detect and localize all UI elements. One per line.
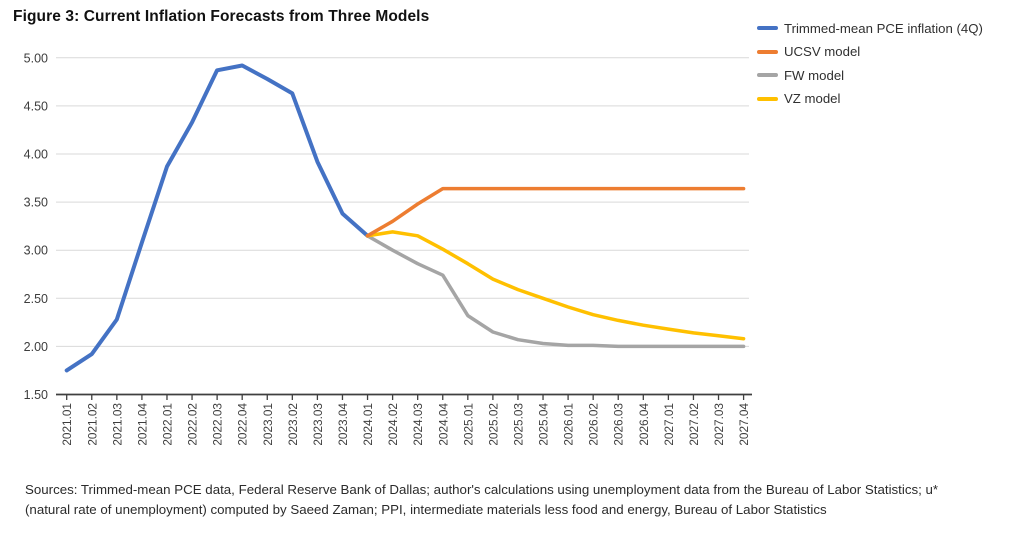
svg-text:2023.02: 2023.02 [286, 403, 300, 446]
svg-text:2025.04: 2025.04 [537, 403, 551, 446]
series-line-vz-model [365, 230, 746, 341]
legend-item-ucsv-model: UCSV model [757, 44, 983, 60]
svg-text:1.50: 1.50 [24, 388, 48, 402]
figure-title: Figure 3: Current Inflation Forecasts fr… [13, 8, 430, 25]
svg-text:2021.02: 2021.02 [85, 403, 99, 446]
svg-text:2021.03: 2021.03 [110, 403, 124, 446]
legend-label: Trimmed-mean PCE inflation (4Q) [784, 20, 983, 36]
svg-text:2022.03: 2022.03 [211, 403, 225, 446]
svg-text:2024.02: 2024.02 [386, 403, 400, 446]
svg-text:2027.01: 2027.01 [662, 403, 676, 446]
legend-item-trimmed-mean-pce-inflation-4q: Trimmed-mean PCE inflation (4Q) [757, 21, 983, 36]
svg-text:2026.04: 2026.04 [637, 403, 651, 446]
svg-text:2026.02: 2026.02 [587, 403, 601, 446]
svg-text:2022.04: 2022.04 [236, 403, 250, 446]
svg-text:4.00: 4.00 [24, 148, 48, 162]
series-line-fw-model [365, 234, 746, 349]
svg-text:2023.01: 2023.01 [261, 403, 275, 446]
svg-text:2024.03: 2024.03 [411, 403, 425, 446]
series-line-trimmed-mean-pce-inflation-4q [64, 63, 370, 373]
gridlines [56, 57, 749, 347]
x-axis-labels: 2021.01 2021.02 2021.03 2021.04 2022.01 2022.… [60, 403, 751, 446]
y-axis-labels: 1.50 2.00 2.50 3.00 3.50 4.00 4.50 5.00 [24, 51, 48, 402]
svg-text:2024.01: 2024.01 [361, 403, 375, 446]
series-line-ucsv-model [365, 186, 746, 238]
legend-line-swatch [757, 73, 778, 78]
svg-text:5.00: 5.00 [24, 51, 48, 65]
svg-text:2.50: 2.50 [24, 292, 48, 306]
svg-text:2025.01: 2025.01 [461, 403, 475, 446]
svg-text:2023.04: 2023.04 [336, 403, 350, 446]
legend-item-fw-model: FW model [757, 68, 983, 83]
legend-label: VZ model [784, 91, 841, 107]
svg-text:2022.02: 2022.02 [186, 403, 200, 446]
svg-text:2026.03: 2026.03 [612, 403, 626, 446]
sources-line-2: (natural rate of unemployment) computed … [25, 501, 827, 517]
svg-text:2027.04: 2027.04 [737, 403, 751, 446]
svg-text:3.00: 3.00 [24, 244, 48, 258]
svg-text:2026.01: 2026.01 [562, 403, 576, 446]
svg-text:2021.04: 2021.04 [135, 403, 149, 446]
svg-text:2025.02: 2025.02 [486, 403, 500, 446]
x-axis [56, 393, 752, 400]
chart-legend: Trimmed-mean PCE inflation (4Q) UCSV mode… [757, 21, 983, 106]
legend-line-swatch [757, 96, 778, 101]
svg-text:2.00: 2.00 [24, 340, 48, 354]
svg-text:2023.03: 2023.03 [311, 403, 325, 446]
legend-line-swatch [757, 49, 778, 54]
legend-line-swatch [757, 26, 778, 31]
svg-text:2021.01: 2021.01 [60, 403, 74, 446]
svg-text:2025.03: 2025.03 [511, 403, 525, 446]
legend-label: UCSV model [784, 44, 861, 60]
svg-text:2027.02: 2027.02 [687, 403, 701, 446]
svg-text:4.50: 4.50 [24, 99, 48, 113]
svg-text:2027.03: 2027.03 [712, 403, 726, 446]
series-lines [64, 63, 746, 373]
svg-text:3.50: 3.50 [24, 196, 48, 210]
svg-text:2024.04: 2024.04 [436, 403, 450, 446]
sources-line-1: Sources: Trimmed-mean PCE data, Federal … [25, 482, 939, 497]
svg-text:2022.01: 2022.01 [160, 403, 174, 446]
sources-note: Sources: Trimmed-mean PCE data, Federal … [25, 480, 1015, 519]
legend-label: FW model [784, 67, 845, 83]
legend-item-vz-model: VZ model [757, 91, 983, 107]
